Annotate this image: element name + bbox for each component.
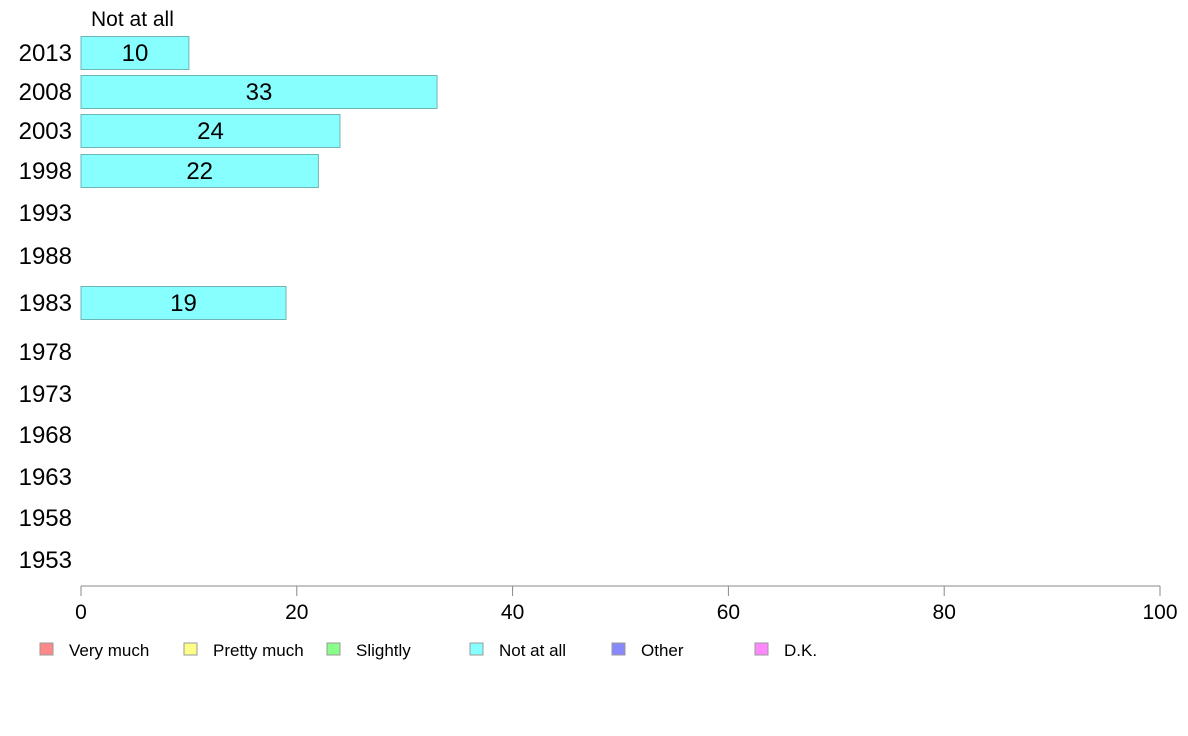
year-label-1968: 1968: [19, 422, 72, 449]
year-label-1963: 1963: [19, 464, 72, 491]
bar-value-2003: 24: [197, 118, 224, 145]
bar-value-2008: 33: [246, 79, 273, 106]
legend-item-slightly: Slightly: [326, 641, 411, 660]
x-tick-label-40: 40: [501, 601, 524, 624]
year-label-1973: 1973: [19, 381, 72, 408]
bar-value-1983: 19: [170, 290, 197, 317]
legend-label: Very much: [69, 641, 149, 660]
x-axis: 0 20 40 60 80 100: [75, 585, 1178, 624]
legend-item-very-much: Very much: [39, 641, 149, 660]
year-label-1988: 1988: [19, 243, 72, 270]
year-label-1953: 1953: [19, 547, 72, 574]
legend-label: Not at all: [499, 641, 566, 660]
year-label-1998: 1998: [19, 158, 72, 185]
legend-label: Slightly: [356, 641, 411, 660]
legend-swatch: [39, 642, 54, 656]
legend-swatch: [754, 642, 769, 656]
bar-value-2013: 10: [122, 40, 149, 67]
legend-label: Pretty much: [213, 641, 304, 660]
year-label-2003: 2003: [19, 118, 72, 145]
bar-2008: [80, 75, 438, 109]
year-label-1983: 1983: [19, 290, 72, 317]
legend-swatch: [326, 642, 341, 656]
x-tick-label-60: 60: [717, 601, 740, 624]
legend-swatch: [611, 642, 626, 656]
year-label-2013: 2013: [19, 40, 72, 67]
year-labels: 2013 2008 2003 1998 1993 1988 1983 1978 1973 1968…: [19, 40, 72, 574]
x-tick-label-80: 80: [933, 601, 956, 624]
legend-item-pretty-much: Pretty much: [183, 641, 304, 660]
legend-swatch: [183, 642, 198, 656]
legend: Very much Pretty much Slightly Not at all Ot…: [39, 641, 817, 660]
year-label-1993: 1993: [19, 200, 72, 227]
x-tick-label-20: 20: [285, 601, 308, 624]
year-label-1978: 1978: [19, 339, 72, 366]
series-header: Not at all: [91, 8, 174, 31]
legend-item-other: Other: [611, 641, 684, 660]
x-tick-label-0: 0: [75, 601, 87, 624]
bar-2013: [80, 36, 190, 70]
bar-1998: [80, 154, 319, 188]
year-label-2008: 2008: [19, 79, 72, 106]
legend-item-d-k: D.K.: [754, 641, 817, 660]
bar-2003: [80, 114, 341, 148]
bars: 10 33 24 22 19: [80, 36, 438, 320]
year-label-1958: 1958: [19, 505, 72, 532]
bar-1983: [80, 286, 287, 320]
legend-label: Other: [641, 641, 684, 660]
legend-swatch: [469, 642, 484, 656]
x-tick-label-100: 100: [1142, 601, 1177, 624]
legend-item-not-at-all: Not at all: [469, 641, 566, 660]
legend-label: D.K.: [784, 641, 817, 660]
bar-value-1998: 22: [186, 158, 213, 185]
